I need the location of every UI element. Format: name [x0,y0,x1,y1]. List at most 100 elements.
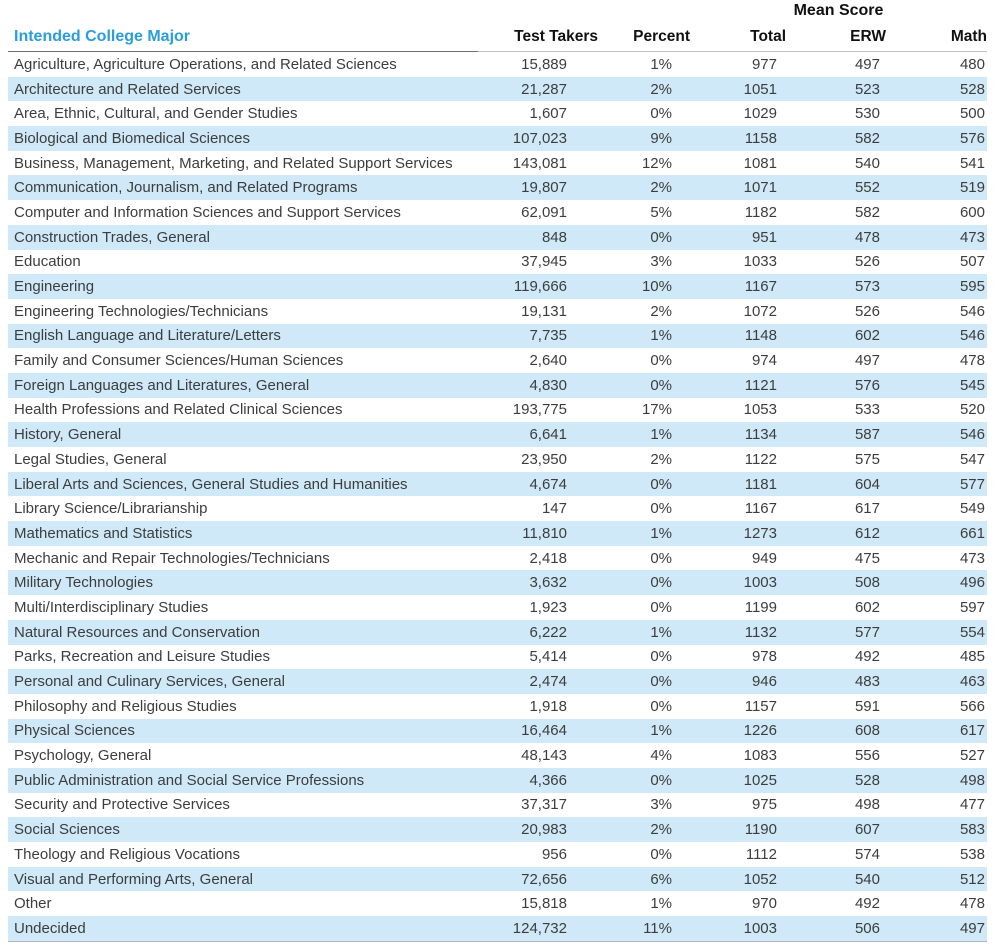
math-mean-cell: 478 [959,352,985,370]
percent-cell: 0% [650,352,672,370]
table-row: Mechanic and Repair Technologies/Technic… [8,546,987,571]
math-mean-cell: 661 [959,524,985,542]
test-takers-cell: 37,317 [521,796,567,814]
test-takers-cell: 193,775 [512,401,567,419]
total-mean-cell: 978 [751,648,777,666]
column-header-percent: Percent [598,22,690,52]
total-mean-cell: 1182 [744,203,777,221]
test-takers-cell: 5,414 [529,648,567,666]
math-mean-cell: 498 [959,771,985,789]
major-cell: Mechanic and Repair Technologies/Technic… [14,549,330,567]
total-mean-cell: 1033 [743,253,777,271]
math-mean-cell: 595 [959,278,985,296]
total-mean-cell: 1122 [744,450,777,468]
math-mean-cell: 549 [959,500,985,518]
total-mean-cell: 1157 [744,697,777,715]
major-cell: Visual and Performing Arts, General [14,870,254,888]
percent-cell: 1% [650,524,672,542]
total-mean-cell: 949 [751,549,777,567]
table-row: Architecture and Related Services 21,287 2… [8,76,987,102]
test-takers-cell: 143,081 [512,154,567,172]
test-takers-cell: 1,607 [529,105,567,123]
math-mean-cell: 473 [959,549,985,567]
test-takers-cell: 956 [541,845,567,863]
percent-cell: 0% [650,376,672,394]
test-takers-cell: 6,222 [529,623,567,641]
percent-cell: 6% [650,870,672,888]
percent-cell: 2% [650,80,672,98]
total-mean-cell: 974 [751,352,777,370]
percent-cell: 0% [650,549,672,567]
test-takers-cell: 4,366 [529,771,567,789]
erw-mean-cell: 577 [854,623,880,641]
table-row: Legal Studies, General 23,950 2% 1122 575 547 [8,447,987,472]
total-mean-cell: 1112 [745,845,777,863]
erw-mean-cell: 497 [854,352,880,370]
table-row: Parks, Recreation and Leisure Studies 5,4… [8,645,987,670]
math-mean-cell: 597 [959,598,985,616]
table-row: Philosophy and Religious Studies 1,918 0% 1… [8,694,987,719]
total-mean-cell: 1226 [743,722,777,740]
erw-mean-cell: 617 [854,500,880,518]
test-takers-cell: 23,950 [521,450,567,468]
column-header-total: Total [690,22,786,52]
table-row: Personal and Culinary Services, General 2… [8,669,987,694]
percent-cell: 4% [650,747,672,765]
major-cell: Psychology, General [14,747,152,765]
table-row: Theology and Religious Vocations 956 0% 111… [8,842,987,867]
test-takers-cell: 62,091 [521,203,567,221]
math-mean-cell: 545 [959,376,985,394]
erw-mean-cell: 602 [854,598,880,616]
total-mean-cell: 1081 [743,154,777,172]
math-mean-cell: 566 [959,697,985,715]
percent-cell: 0% [650,598,672,616]
table-row: Security and Protective Services 37,317 3%… [8,793,987,818]
test-takers-cell: 4,830 [529,376,567,394]
table-row: Military Technologies 3,632 0% 1003 508 496 [8,570,987,596]
table-row: Construction Trades, General 848 0% 951 478 4… [8,224,987,250]
test-takers-cell: 1,918 [529,697,567,715]
math-mean-cell: 500 [959,105,985,123]
major-cell: Undecided [8,916,478,942]
total-mean-cell: 1052 [743,870,777,888]
total-mean-cell: 1132 [744,623,777,641]
table-row: Engineering Technologies/Technicians 19,1… [8,299,987,324]
column-header-math: Math [886,22,987,52]
major-cell: Construction Trades, General [14,228,210,246]
table-row: Psychology, General 48,143 4% 1083 556 527 [8,743,987,768]
math-mean-cell: 528 [959,80,985,98]
percent-cell: 2% [650,179,672,197]
test-takers-cell: 848 [541,228,567,246]
total-mean-cell: 1273 [743,524,777,542]
math-mean-cell: 527 [959,747,985,765]
erw-mean-cell: 552 [854,179,880,197]
math-mean-cell: 546 [959,327,985,345]
table-header: Mean Score Intended College Major Test T… [8,0,987,52]
table-row: Liberal Arts and Sciences, General Studi… [8,471,987,497]
test-takers-cell: 20,983 [521,821,567,839]
math-mean-cell: 478 [959,895,985,913]
major-cell: Biological and Biomedical Sciences [14,129,250,147]
math-mean-cell: 617 [959,722,985,740]
total-mean-cell: 1083 [743,747,777,765]
major-cell: Personal and Culinary Services, General [14,673,285,691]
erw-mean-cell: 497 [854,55,880,73]
group-header-row: Mean Score [8,0,987,22]
math-mean-cell: 485 [959,648,985,666]
total-mean-cell: 1158 [744,129,777,147]
erw-mean-cell: 602 [854,327,880,345]
total-mean-cell: 1121 [744,376,777,394]
table-row: Area, Ethnic, Cultural, and Gender Studi… [8,101,987,126]
erw-mean-cell: 607 [854,821,880,839]
erw-mean-cell: 478 [854,228,880,246]
table-row: Family and Consumer Sciences/Human Scien… [8,348,987,373]
total-mean-cell: 951 [751,228,777,246]
total-mean-cell: 1003 [690,916,786,942]
table-row: History, General 6,641 1% 1134 587 546 [8,422,987,447]
erw-mean-cell: 492 [854,648,880,666]
erw-mean-cell: 604 [854,475,880,493]
major-cell: Multi/Interdisciplinary Studies [14,598,209,616]
percent-cell: 0% [650,697,672,715]
major-cell: English Language and Literature/Letters [14,327,281,345]
table-row: Social Sciences 20,983 2% 1190 607 583 [8,817,987,842]
